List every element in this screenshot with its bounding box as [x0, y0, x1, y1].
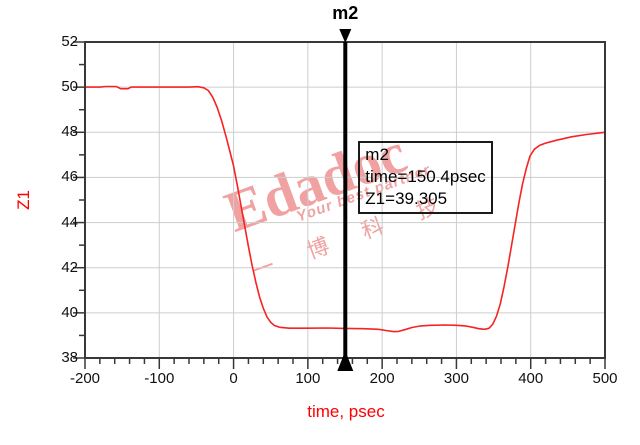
x-tick-label: 300: [443, 370, 469, 387]
y-tick-label: 40: [61, 303, 78, 321]
y-tick-label: 46: [61, 168, 78, 186]
marker-m2-readout-box[interactable]: m2 time=150.4psec Z1=39.305: [358, 141, 493, 214]
y-tick-label: 48: [61, 123, 78, 141]
marker-m2-label[interactable]: m2: [332, 3, 359, 23]
y-tick-label: 44: [61, 213, 78, 231]
x-tick-label: 500: [592, 370, 618, 387]
marker-readout-time: time=150.4psec: [365, 167, 486, 186]
y-tick-label: 50: [61, 78, 78, 96]
x-tick-label: 100: [295, 370, 321, 387]
marker-m2-top-triangle-icon[interactable]: [339, 29, 352, 43]
x-tick-label: 200: [369, 370, 395, 387]
marker-readout-value: Z1=39.305: [365, 189, 448, 208]
y-tick-label: 52: [61, 33, 78, 50]
marker-m2-bottom-triangle-icon[interactable]: [337, 351, 354, 371]
y-tick-label: 42: [61, 258, 78, 276]
y-axis-title: Z1: [13, 190, 33, 210]
x-tick-label: -200: [69, 370, 101, 387]
x-axis-title: time, psec: [307, 402, 385, 421]
y-tick-label: 38: [61, 349, 78, 366]
x-tick-label: 400: [518, 370, 544, 387]
x-tick-label: -100: [144, 370, 175, 387]
x-tick-label: 0: [229, 370, 238, 387]
z1-trace: [85, 85, 606, 333]
marker-readout-name: m2: [365, 145, 389, 164]
